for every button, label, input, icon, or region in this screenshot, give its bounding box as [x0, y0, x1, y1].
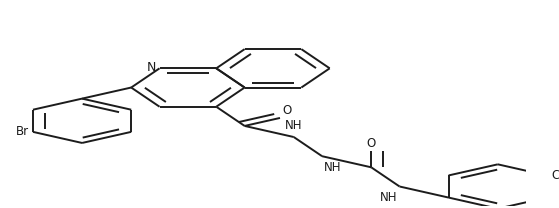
Text: O: O [282, 104, 291, 117]
Text: NH: NH [380, 191, 397, 204]
Text: Cl: Cl [551, 169, 559, 182]
Text: NH: NH [285, 120, 302, 132]
Text: O: O [367, 137, 376, 150]
Text: NH: NH [324, 161, 341, 174]
Text: Br: Br [16, 125, 29, 138]
Text: N: N [146, 61, 156, 74]
